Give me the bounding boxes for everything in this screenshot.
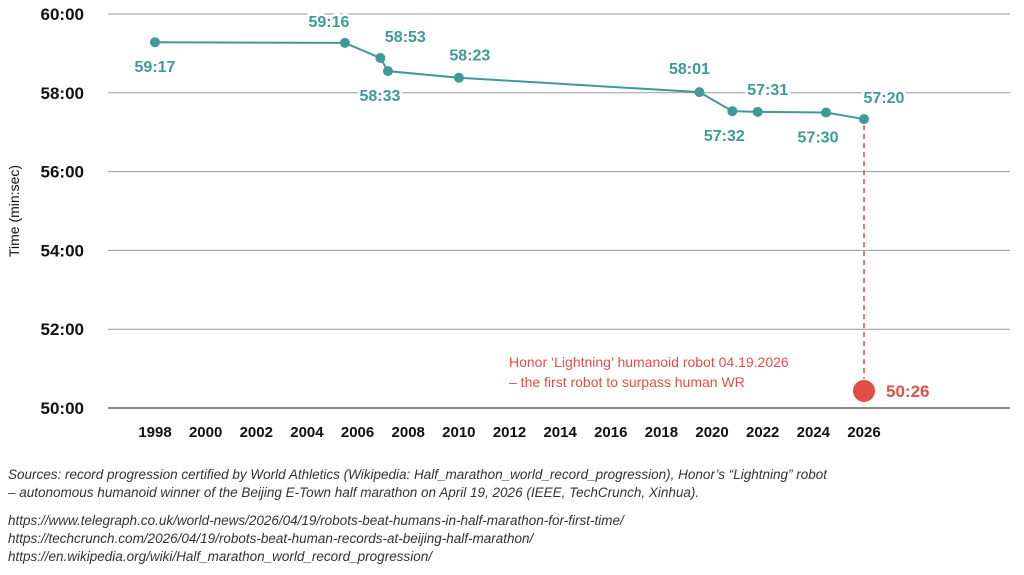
y-tick-label: 52:00 (41, 320, 84, 339)
x-tick-label: 2010 (442, 424, 475, 441)
data-label: 58:23 (449, 48, 490, 65)
x-tick-label: 2008 (392, 424, 425, 441)
y-axis-label: Time (min:sec) (6, 165, 22, 257)
data-point (382, 66, 393, 77)
robot-data-label: 50:26 (886, 382, 929, 401)
chart: 50:00 52:00 54:00 56:00 58:00 60:00 1998 2000 2… (6, 5, 1010, 441)
data-label: 59:16 (308, 14, 349, 31)
data-point (752, 106, 763, 117)
source-links: https://www.telegraph.co.uk/world-news/2… (8, 512, 1013, 566)
x-tick-label: 2026 (847, 424, 880, 441)
x-tick-label: 2006 (341, 424, 374, 441)
data-point (375, 52, 386, 63)
series-polyline (154, 41, 865, 121)
data-label: 59:17 (135, 59, 176, 76)
sources-line: – autonomous humanoid winner of the Beij… (8, 485, 700, 500)
robot-data-point (853, 379, 875, 402)
data-label: 58:01 (669, 61, 710, 78)
data-label: 57:32 (704, 128, 745, 145)
source-link[interactable]: https://www.telegraph.co.uk/world-news/2… (8, 513, 624, 528)
data-point (727, 106, 738, 117)
robot-annotation: – the first robot to surpass human WR (509, 374, 745, 390)
x-tick-label: 2024 (797, 424, 831, 441)
data-point (150, 37, 160, 48)
robot-annotation: Honor ‘Lightning’ humanoid robot 04.19.2… (509, 354, 789, 370)
data-point (694, 87, 705, 98)
y-tick-label: 58:00 (41, 84, 84, 103)
data-point (453, 72, 464, 83)
data-point (859, 114, 869, 125)
data-label: 58:53 (385, 29, 426, 46)
x-tick-label: 2002 (240, 424, 273, 441)
y-tick-label: 50:00 (41, 399, 84, 418)
data-label: 58:33 (359, 88, 400, 105)
data-point (339, 37, 350, 48)
y-tick-label: 56:00 (41, 163, 84, 182)
x-tick-label: 2020 (695, 424, 728, 441)
x-tick-label: 1998 (138, 424, 171, 441)
x-tick-label: 2016 (594, 424, 627, 441)
data-label: 57:20 (864, 90, 905, 107)
x-tick-label: 2014 (543, 424, 577, 441)
data-point (821, 107, 832, 118)
x-tick-label: 2022 (746, 424, 779, 441)
y-tick-label: 54:00 (41, 241, 84, 260)
series-line: 59:17 59:16 58:53 58:33 58:23 58:01 57:32 57:31… (132, 11, 907, 149)
x-tick-label: 2018 (645, 424, 678, 441)
sources-line: Sources: record progression certified by… (8, 467, 828, 482)
sources-note: Sources: record progression certified by… (8, 466, 1013, 502)
y-axis-ticks: 50:00 52:00 54:00 56:00 58:00 60:00 (41, 5, 84, 418)
source-link[interactable]: https://techcrunch.com/2026/04/19/robots… (8, 531, 534, 546)
data-label: 57:31 (747, 82, 788, 99)
x-axis-ticks: 1998 2000 2002 2004 2006 2008 2010 2012 2014 2016… (138, 424, 880, 441)
source-link[interactable]: https://en.wikipedia.org/wiki/Half_marat… (8, 549, 432, 564)
grid (108, 13, 1010, 409)
x-tick-label: 2004 (290, 424, 324, 441)
x-tick-label: 2000 (189, 424, 222, 441)
x-tick-label: 2012 (493, 424, 526, 441)
y-tick-label: 60:00 (41, 5, 84, 24)
data-label: 57:30 (798, 130, 839, 147)
robot-record: 50:26 Honor ‘Lightning’ humanoid robot 04… (509, 125, 929, 402)
